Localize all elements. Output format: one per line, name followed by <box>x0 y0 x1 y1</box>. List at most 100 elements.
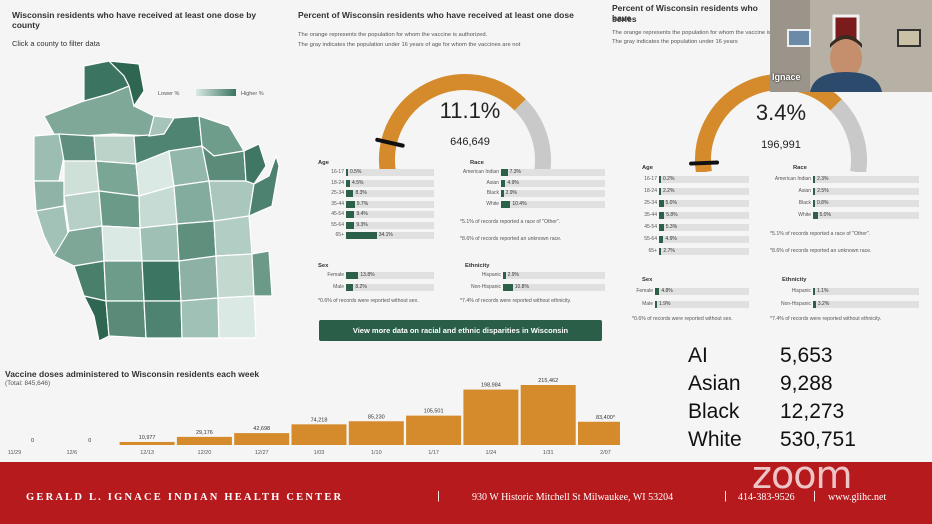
weekly-bar[interactable] <box>234 433 290 445</box>
bar-row: Male 1.9% <box>642 301 749 308</box>
count-value: 12,273 <box>780 400 845 423</box>
county-region[interactable] <box>176 220 217 262</box>
weekly-x-label: 11/29 <box>8 450 21 456</box>
bar-track <box>659 212 749 219</box>
dose-panel-title: Percent of Wisconsin residents who have … <box>298 10 574 20</box>
county-region[interactable] <box>243 143 267 185</box>
county-region[interactable] <box>180 297 220 339</box>
bar-label: Asian <box>486 179 499 186</box>
bar-fill <box>813 176 816 183</box>
bar-value: 1.1% <box>817 288 829 294</box>
county-region[interactable] <box>63 160 100 197</box>
bar-value: 0.2% <box>663 176 675 182</box>
county-region[interactable] <box>148 115 176 137</box>
county-region[interactable] <box>58 133 97 162</box>
weekly-x-label: 1/10 <box>371 450 382 456</box>
bar-value: 5.0% <box>665 200 677 206</box>
series-ethnicity-note: *7.4% of records were reported without e… <box>770 316 882 322</box>
county-region[interactable] <box>213 215 253 257</box>
county-region[interactable] <box>217 295 257 339</box>
bar-track <box>346 179 434 187</box>
bar-fill <box>346 284 354 291</box>
weekly-bar-value: 10,977 <box>139 435 156 441</box>
gauge-gray-arc <box>830 99 867 172</box>
county-region[interactable] <box>63 190 103 232</box>
weekly-x-label: 12/6 <box>66 450 77 456</box>
county-region[interactable] <box>93 135 137 165</box>
bar-label: 35-44 <box>331 200 344 207</box>
bar-row: American Indian 7.3% <box>463 169 605 176</box>
bar-row: Hispanic 2.9% <box>482 272 605 279</box>
bar-label: Male <box>642 301 653 307</box>
county-region[interactable] <box>33 133 65 182</box>
weekly-bar[interactable] <box>463 389 519 445</box>
county-region[interactable] <box>208 180 255 222</box>
disparities-link-button[interactable]: View more data on racial and ethnic disp… <box>319 320 602 341</box>
series-race-note-other: *5.1% of records reported a race of "Oth… <box>770 231 871 237</box>
county-region[interactable] <box>82 295 110 342</box>
county-region[interactable] <box>173 180 215 225</box>
race-note-unknown: *8.6% of records reported an unknown rac… <box>460 236 562 242</box>
weekly-bar[interactable] <box>520 385 576 445</box>
wisconsin-county-map[interactable] <box>14 56 284 346</box>
county-region[interactable] <box>215 253 255 299</box>
bar-value: 2.9% <box>505 190 518 196</box>
county-region[interactable] <box>73 260 107 302</box>
county-region[interactable] <box>101 225 143 262</box>
bar-track <box>659 176 749 183</box>
series-race-heading: Race <box>793 165 807 171</box>
bar-label: 55-64 <box>331 221 344 228</box>
bar-track <box>346 272 434 279</box>
dose-panel-sub2: The gray indicates the population under … <box>298 42 521 48</box>
bar-row: 65+ 2.7% <box>649 248 749 255</box>
bar-track <box>346 284 434 291</box>
county-region[interactable] <box>105 300 147 339</box>
dose-gauge-percent: 11.1% <box>439 98 501 123</box>
weekly-bar[interactable] <box>119 441 175 445</box>
county-region[interactable] <box>143 300 183 339</box>
bar-label: 65+ <box>335 232 344 238</box>
bar-fill <box>346 169 348 176</box>
bar-label: Black <box>798 200 811 206</box>
weekly-bar[interactable] <box>348 421 404 445</box>
bar-track <box>346 190 434 197</box>
weekly-bar[interactable] <box>176 436 232 445</box>
webcam-thumbnail[interactable]: Ignace <box>770 0 932 92</box>
bar-row: Male 8.2% <box>333 284 434 291</box>
bar-fill <box>813 212 818 219</box>
weekly-x-label: 1/17 <box>428 450 439 456</box>
bar-label: Asian <box>798 188 811 194</box>
weekly-bar[interactable] <box>578 421 620 445</box>
bar-track <box>346 232 434 239</box>
bar-label: 45-54 <box>331 211 344 217</box>
bar-row: 16-17 0.5% <box>331 169 434 176</box>
weekly-bar[interactable] <box>291 424 347 445</box>
bar-track <box>346 211 434 218</box>
bar-track <box>655 301 749 308</box>
footer-phone: 414-383-9526 <box>738 492 795 503</box>
bar-row: 18-24 4.5% <box>331 179 434 187</box>
weekly-bar-value: 198,984 <box>481 383 501 389</box>
county-region[interactable] <box>98 190 141 229</box>
county-region[interactable] <box>103 260 145 302</box>
footer-separator: | <box>724 490 727 502</box>
county-region[interactable] <box>251 250 273 297</box>
bar-fill <box>659 248 662 255</box>
county-region[interactable] <box>178 255 219 302</box>
bar-track <box>813 301 919 308</box>
bar-label: 65+ <box>648 248 657 254</box>
bar-row: 16-17 0.2% <box>644 176 749 183</box>
county-region[interactable] <box>95 160 140 197</box>
weekly-bar[interactable] <box>406 415 462 445</box>
footer-banner: GERALD L. IGNACE INDIAN HEALTH CENTER | … <box>0 462 932 524</box>
county-region[interactable] <box>107 60 145 108</box>
zoom-logo: zoom <box>752 453 852 497</box>
bar-row: 55-64 4.9% <box>644 236 749 243</box>
bar-label: Black <box>486 190 499 196</box>
count-value: 9,288 <box>780 372 833 395</box>
county-region[interactable] <box>139 223 180 262</box>
legend-low-label: Lower % <box>158 91 180 97</box>
county-region[interactable] <box>141 260 182 302</box>
bar-fill <box>346 190 354 197</box>
footer-separator: | <box>437 490 440 502</box>
